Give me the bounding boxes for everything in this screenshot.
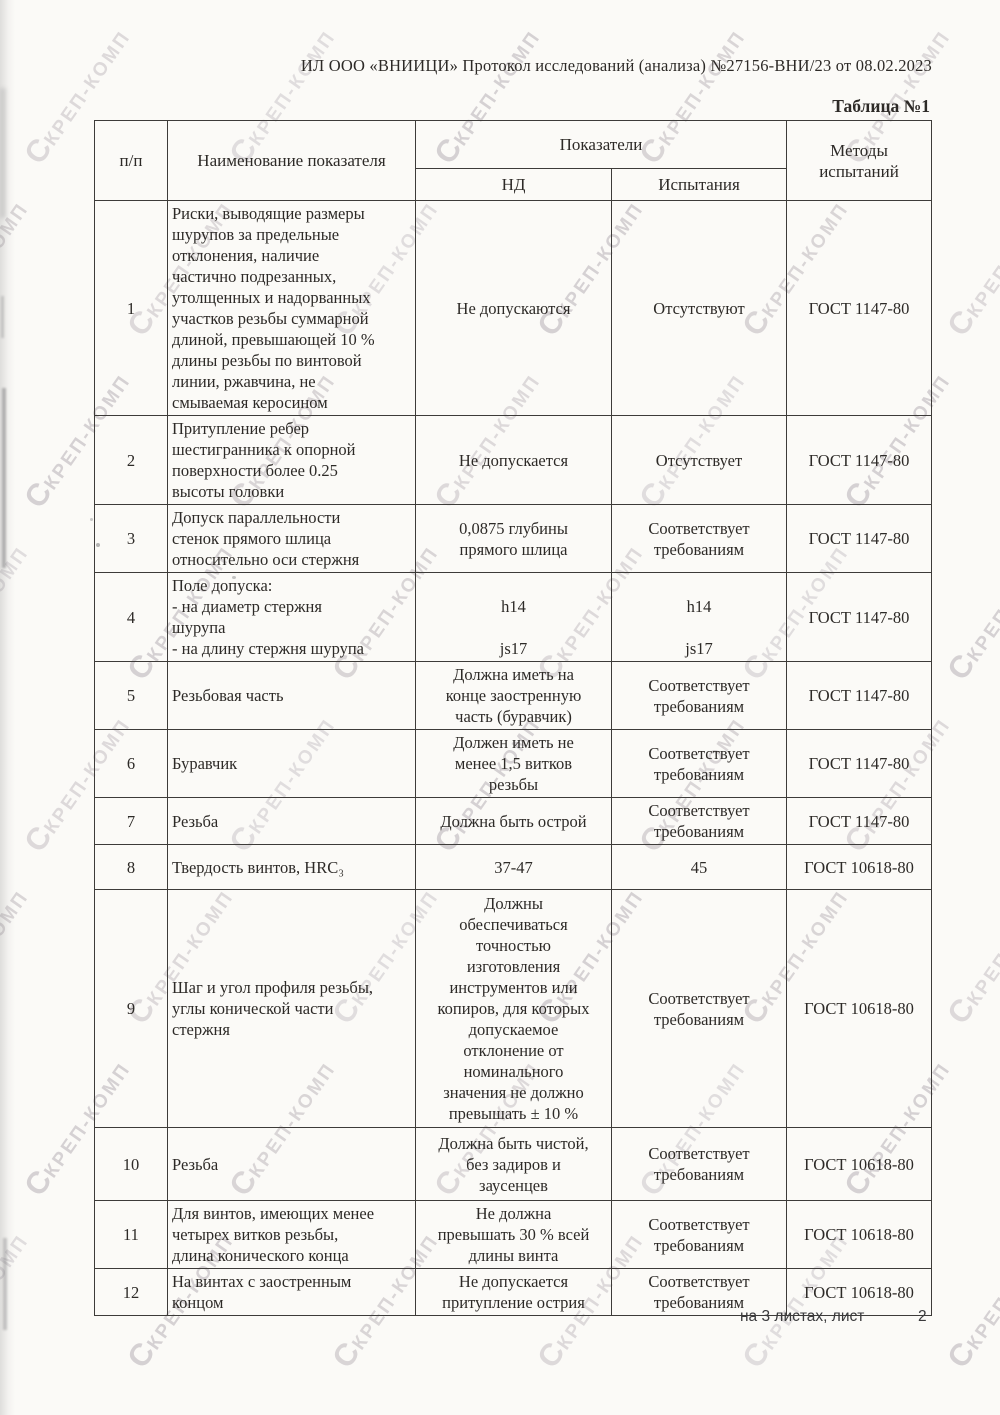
nd-value: Должна иметь на конце заостренную часть …: [415, 661, 612, 730]
method-value: ГОСТ 10618-80: [786, 1200, 933, 1269]
page-number: 2: [918, 1308, 927, 1325]
nd-value: Не допускается: [415, 415, 612, 505]
document-header-line: ИЛ ООО «ВНИИЦИ» Протокол исследований (а…: [300, 56, 932, 75]
row-number: 6: [94, 729, 168, 798]
method-value: ГОСТ 10618-80: [786, 1268, 933, 1316]
indicator-name: Резьбовая часть: [167, 661, 416, 730]
col-header-num: п/п: [94, 120, 168, 201]
table-row: 12 На винтах с заостренным концом Не доп…: [94, 1268, 933, 1316]
nd-value: Не допускается притупление острия: [415, 1268, 612, 1316]
nd-value: h14 js17: [415, 572, 612, 662]
col-header-nd: НД: [415, 168, 612, 201]
row-number: 2: [94, 415, 168, 505]
header-row: п/п Наименование показателя Показатели М…: [94, 120, 933, 201]
method-value: ГОСТ 1147-80: [786, 200, 933, 416]
table-row: 1 Риски, выводящие размеры шурупов за пр…: [94, 200, 933, 416]
nd-value: 0,0875 глубины прямого шлица: [415, 504, 612, 573]
test-result: Соответствует требованиям: [610, 1127, 788, 1201]
nd-value: Должна быть острой: [415, 797, 612, 845]
table-row: 3 Допуск параллельности стенок прямого ш…: [94, 504, 933, 573]
nd-value: Не допускаются: [415, 200, 612, 416]
table-row: 2 Притупление ребер шестигранника к опор…: [94, 415, 933, 505]
table-row: 9 Шаг и угол профиля резьбы, углы кониче…: [94, 889, 933, 1128]
row-number: 7: [94, 797, 168, 845]
test-result: Соответствует требованиям: [610, 1268, 788, 1316]
table-row: 11 Для винтов, имеющих менее четырех вит…: [94, 1200, 933, 1269]
method-value: ГОСТ 1147-80: [786, 729, 933, 798]
indicator-name: Для винтов, имеющих менее четырех витков…: [167, 1200, 416, 1269]
indicator-name: Буравчик: [167, 729, 416, 798]
indicator-name: Притупление ребер шестигранника к опорно…: [167, 415, 416, 505]
row-number: 11: [94, 1200, 168, 1269]
row-number: 3: [94, 504, 168, 573]
test-result: h14 js17: [610, 572, 788, 662]
test-result: Соответствует требованиям: [610, 889, 788, 1128]
table-caption: Таблица №1: [832, 96, 930, 116]
indicator-name: Поле допуска: - на диаметр стержня шуруп…: [167, 572, 416, 662]
nd-value: Должен иметь не менее 1,5 витков резьбы: [415, 729, 612, 798]
col-header-indicators: Показатели: [414, 120, 788, 169]
method-value: ГОСТ 1147-80: [786, 661, 933, 730]
sheets-label: на 3 листах, лист: [740, 1308, 865, 1325]
test-result: Отсутствует: [610, 415, 788, 505]
header-subrow: НД Испытания: [95, 168, 932, 201]
indicator-name: Твердость винтов, HRC₃: [167, 844, 416, 890]
indicator-name: Шаг и угол профиля резьбы, углы коническ…: [167, 889, 416, 1128]
row-number: 9: [94, 889, 168, 1128]
row-number: 8: [94, 844, 168, 890]
method-value: ГОСТ 10618-80: [786, 844, 933, 890]
method-value: ГОСТ 1147-80: [786, 797, 933, 845]
test-result: Соответствует требованиям: [610, 797, 788, 845]
test-result: Соответствует требованиям: [610, 504, 788, 573]
method-value: ГОСТ 1147-80: [786, 504, 933, 573]
indicator-name: Резьба: [167, 797, 416, 845]
col-header-methods: Методы испытаний: [786, 120, 933, 201]
table-row: 8 Твердость винтов, HRC₃ 37-47 45 ГОСТ 1…: [94, 844, 933, 890]
method-value: ГОСТ 10618-80: [786, 889, 933, 1128]
test-result: Соответствует требованиям: [610, 729, 788, 798]
indicator-name: Резьба: [167, 1127, 416, 1201]
table-row: 6 Буравчик Должен иметь не менее 1,5 вит…: [94, 729, 933, 798]
test-result: Соответствует требованиям: [610, 661, 788, 730]
nd-value: 37-47: [415, 844, 612, 890]
method-value: ГОСТ 1147-80: [786, 572, 933, 662]
col-header-test: Испытания: [610, 168, 788, 201]
row-number: 10: [94, 1127, 168, 1201]
table-row: 5 Резьбовая часть Должна иметь на конце …: [94, 661, 933, 730]
method-value: ГОСТ 1147-80: [786, 415, 933, 505]
nd-value: Должны обеспечиваться точностью изготовл…: [415, 889, 612, 1128]
method-value: ГОСТ 10618-80: [786, 1127, 933, 1201]
nd-value: Не должна превышать 30 % всей длины винт…: [415, 1200, 612, 1269]
indicator-name: Допуск параллельности стенок прямого шли…: [167, 504, 416, 573]
test-result: Соответствует требованиям: [610, 1200, 788, 1269]
col-header-name: Наименование показателя: [167, 120, 416, 201]
table-row: 7 Резьба Должна быть острой Соответствуе…: [94, 797, 933, 845]
table-row: 4 Поле допуска: - на диаметр стержня шур…: [94, 572, 933, 662]
indicator-name: На винтах с заостренным концом: [167, 1268, 416, 1316]
nd-value: Должна быть чистой, без задиров и заусен…: [415, 1127, 612, 1201]
indicator-name: Риски, выводящие размеры шурупов за пред…: [167, 200, 416, 416]
test-result: 45: [610, 844, 788, 890]
row-number: 5: [94, 661, 168, 730]
test-result: Отсутствуют: [610, 200, 788, 416]
row-number: 12: [94, 1268, 168, 1316]
row-number: 4: [94, 572, 168, 662]
row-number: 1: [94, 200, 168, 416]
results-table: п/п Наименование показателя Показатели М…: [94, 120, 933, 1316]
table-row: 10 Резьба Должна быть чистой, без задиро…: [94, 1127, 933, 1201]
